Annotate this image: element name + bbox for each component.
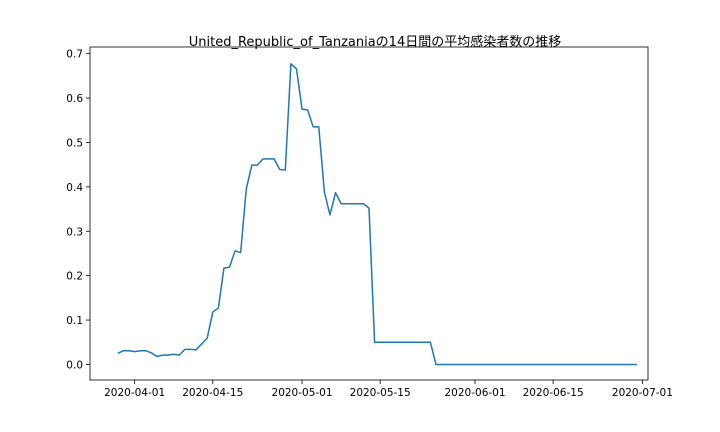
x-axis: 2020-04-01 2020-04-15 2020-05-01 2020-05-15…: [104, 380, 673, 399]
y-tick-label: 0.0: [66, 359, 83, 371]
plot-area: 2020-04-01 2020-04-15 2020-05-01 2020-05-15…: [66, 46, 673, 399]
x-tick-label: 2020-05-01: [272, 387, 333, 399]
series-line: [117, 63, 637, 366]
y-tick-label: 0.2: [66, 271, 83, 283]
chart-title: United_Republic_of_Tanzaniaの14日間の平均感染者数の…: [189, 34, 561, 50]
plot-frame: [89, 46, 649, 381]
x-tick-label: 2020-06-01: [445, 387, 506, 399]
x-tick-label: 2020-05-15: [350, 387, 411, 399]
series-layer: [117, 63, 637, 366]
y-tick-label: 0.6: [66, 93, 83, 105]
y-tick-label: 0.3: [66, 226, 83, 238]
y-tick-label: 0.5: [66, 137, 83, 149]
x-tick-label: 2020-07-01: [612, 387, 673, 399]
y-axis: 0.0 0.1 0.2 0.3 0.4 0.5 0.6 0.7: [66, 49, 90, 371]
y-tick-label: 0.1: [66, 315, 83, 327]
x-tick-label: 2020-04-01: [104, 387, 165, 399]
y-tick-label: 0.4: [66, 182, 83, 194]
x-tick-label: 2020-06-15: [523, 387, 584, 399]
y-tick-label: 0.7: [66, 49, 83, 61]
x-tick-label: 2020-04-15: [182, 387, 243, 399]
